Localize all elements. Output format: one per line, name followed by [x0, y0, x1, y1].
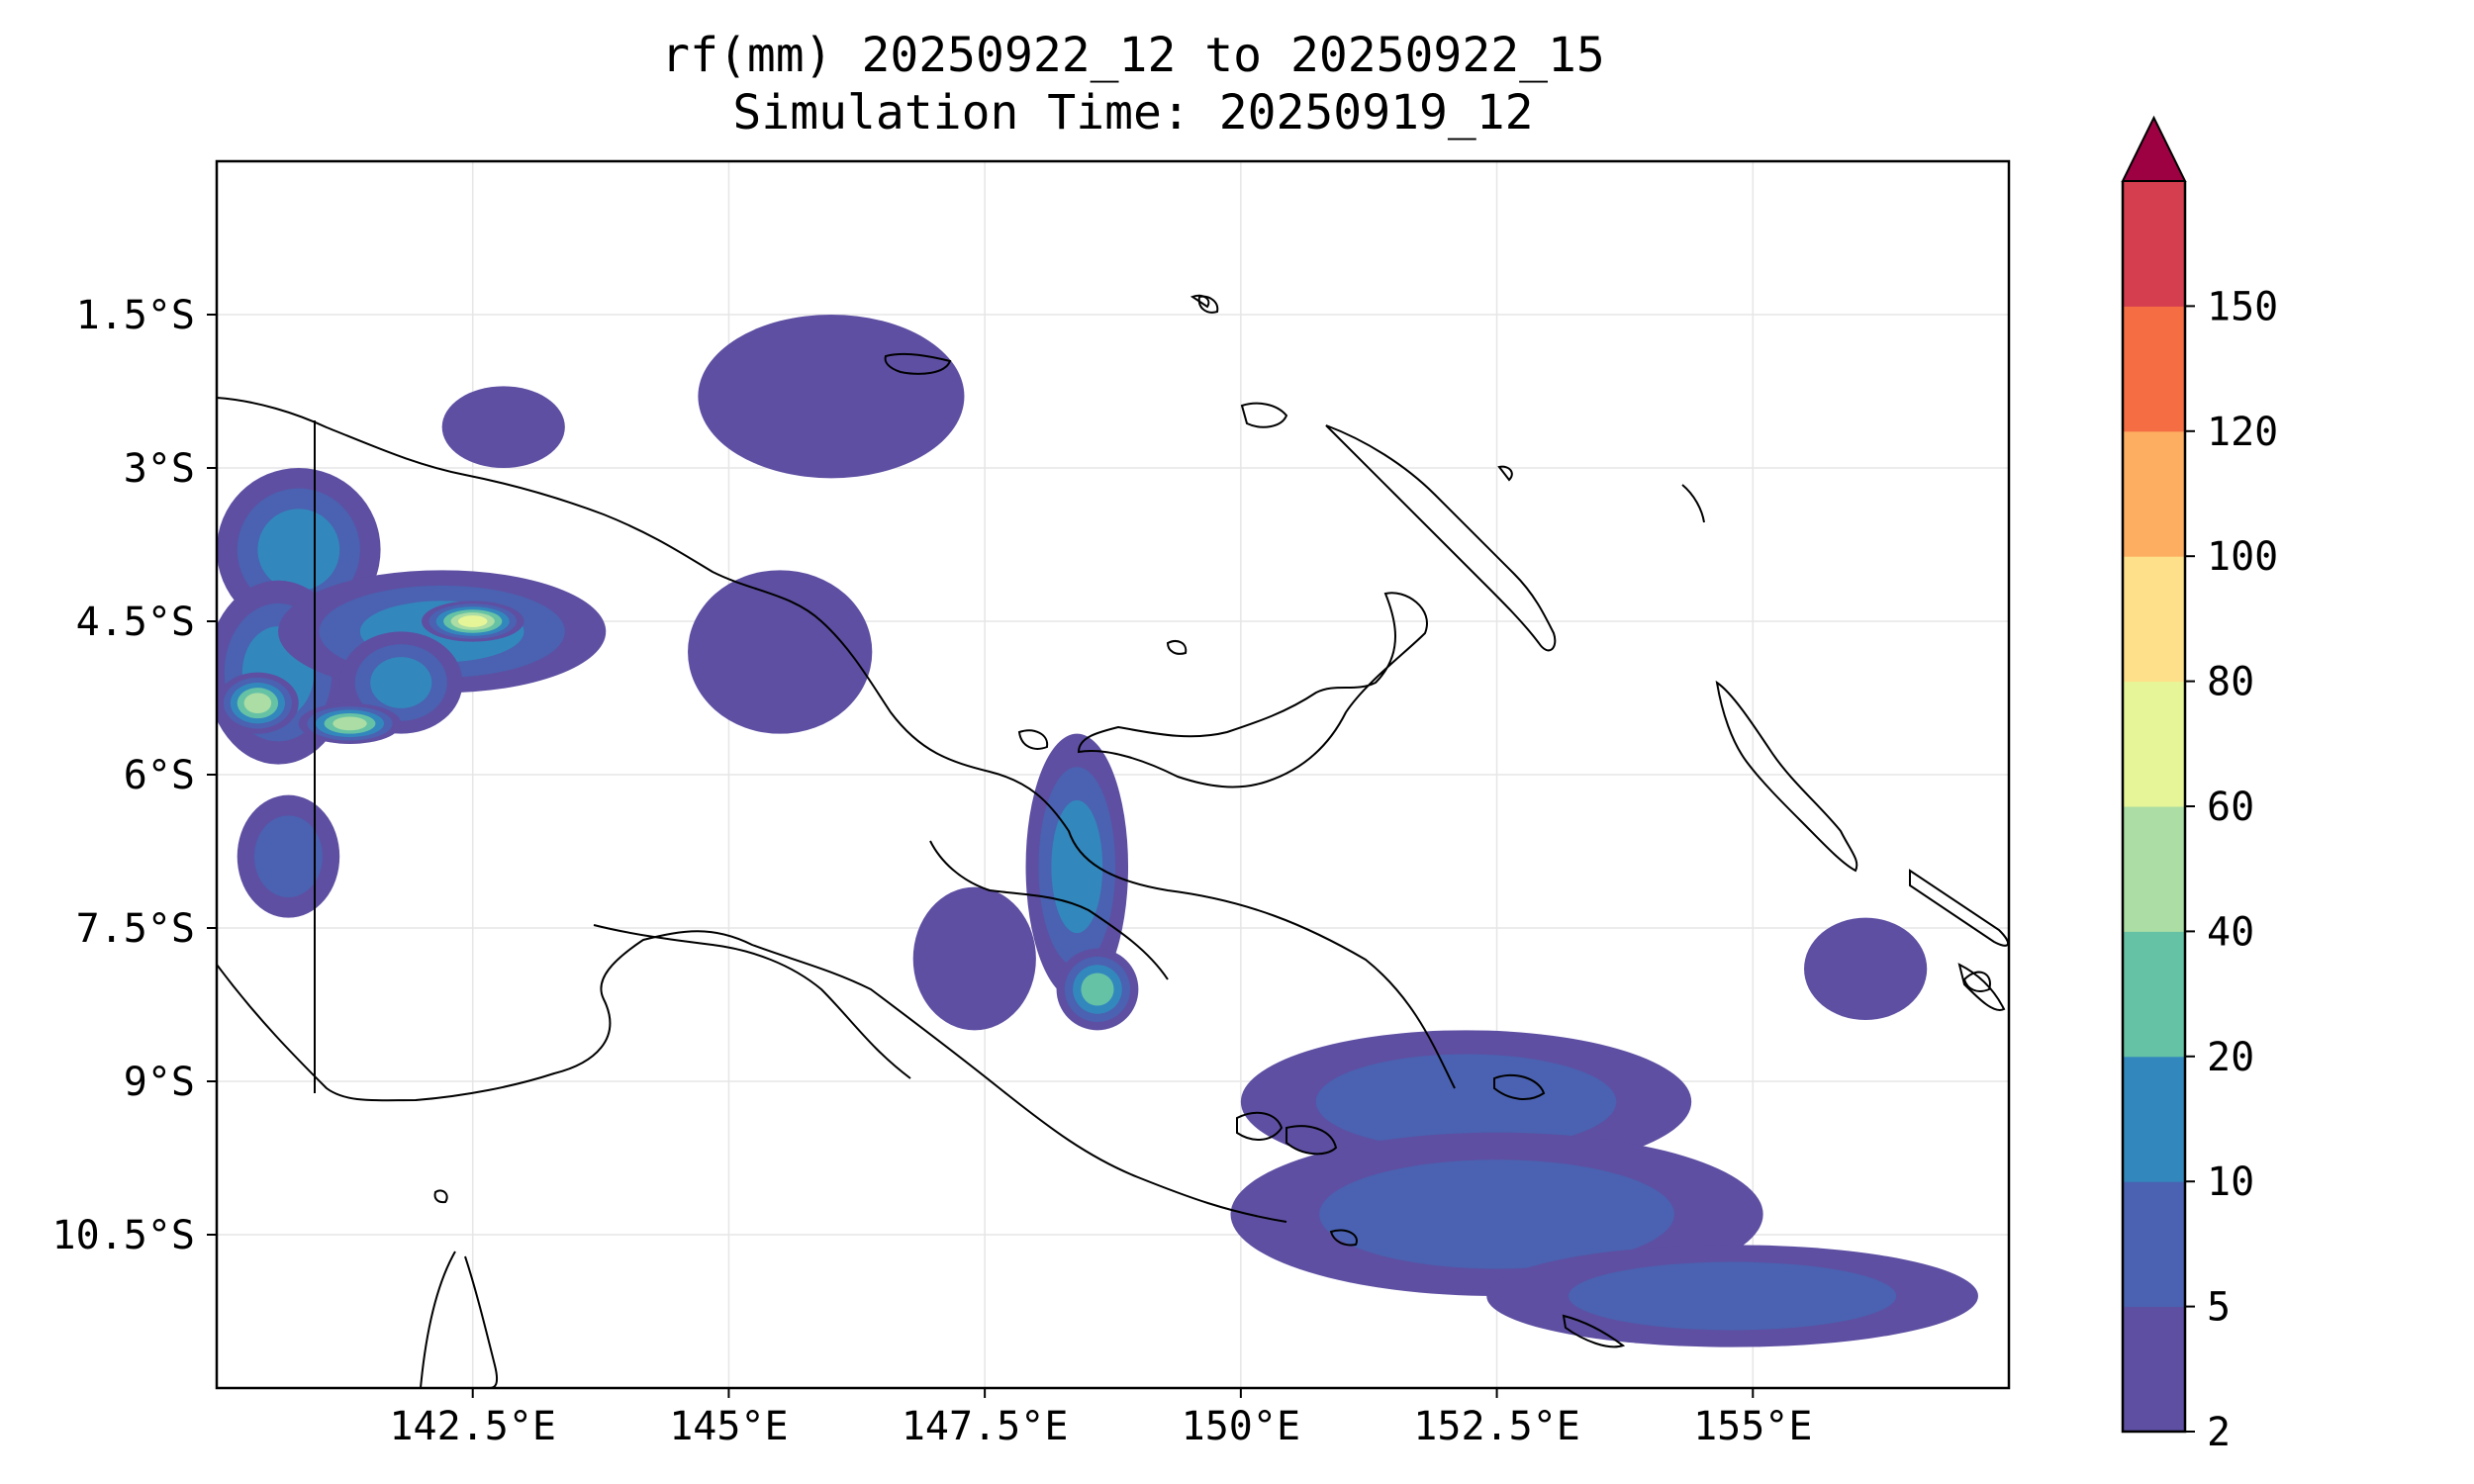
colorbar-tick-label: 10: [2207, 1159, 2254, 1205]
coastline-new-ireland: [1325, 424, 1557, 652]
coastline-fergusson: [1285, 1125, 1338, 1156]
lon-tick-label: 147.5°E: [902, 1404, 1069, 1449]
rainfall-contour: [370, 657, 432, 708]
lon-tick-label: 152.5°E: [1413, 1404, 1580, 1449]
rainfall-contour: [698, 315, 965, 479]
rainfall-contour: [333, 716, 367, 731]
colorbar-segment: [2123, 931, 2185, 1058]
coastline-karkar: [1166, 640, 1188, 655]
colorbar-tick-label: 40: [2207, 909, 2254, 955]
coastline-island-n1: [1189, 294, 1210, 309]
lon-tick-label: 142.5°E: [389, 1404, 556, 1449]
colorbar-segment: [2123, 681, 2185, 807]
rainfall-contour: [243, 693, 272, 714]
colorbar-segment: [2123, 1306, 2185, 1433]
colorbar-segment: [2123, 806, 2185, 932]
lon-tick-label: 150°E: [1182, 1404, 1300, 1449]
coastline-manus: [1240, 402, 1288, 428]
coastline-woodlark: [1493, 1073, 1546, 1100]
colorbar: 2 5 10 20 40 60 80 100 120 150: [2121, 115, 2278, 1455]
rainfall-contour: [1051, 799, 1103, 934]
coastline-new-guinea-north: [217, 397, 1456, 1089]
coastline-mussau: [1197, 295, 1219, 314]
coastline-island-n2: [1681, 484, 1705, 523]
map-subtitle: Simulation Time: 20250919_12: [732, 85, 1534, 140]
coastline-torres-isles: [433, 1189, 448, 1204]
colorbar-segment: [2123, 181, 2185, 307]
coastlines: [217, 294, 2009, 1388]
coastline-rossel: [1562, 1314, 1626, 1348]
map-title: rf(mm) 20250922_12 to 20250922_15: [661, 28, 1605, 83]
lat-tick-label: 4.5°S: [76, 600, 195, 645]
rainfall-contour: [688, 570, 873, 734]
rainfall-contour: [441, 386, 565, 468]
coastline-island-n3: [1497, 465, 1513, 482]
colorbar-segment: [2123, 306, 2185, 432]
rainfall-contour: [1315, 1054, 1617, 1150]
colorbar-segment: [2123, 1056, 2185, 1182]
colorbar-tick-label: 20: [2207, 1035, 2254, 1080]
coastline-long-island: [1017, 729, 1049, 750]
coastline-misima: [1329, 1229, 1358, 1247]
rainfall-contour: [253, 815, 323, 898]
lon-tick-label: 155°E: [1693, 1404, 1812, 1449]
rainfall-contour: [1319, 1159, 1674, 1269]
coastline-bougainville: [1715, 680, 1858, 873]
colorbar-tick-label: 120: [2207, 410, 2278, 455]
lat-tick-label: 3°S: [124, 446, 195, 492]
rainfall-contour: [457, 615, 488, 627]
rainfall-contour: [257, 509, 340, 592]
colorbar-tick-label: 80: [2207, 660, 2254, 705]
rainfall-contour: [1804, 917, 1928, 1020]
lat-tick-label: 9°S: [124, 1060, 195, 1105]
rainfall-contour: [1569, 1261, 1897, 1331]
colorbar-tick-label: 100: [2207, 534, 2278, 580]
lon-tick-label: 145°E: [669, 1404, 788, 1449]
rainfall-contour: [912, 886, 1036, 1031]
rainfall-contour: [1081, 973, 1114, 1006]
lat-tick-label: 1.5°S: [76, 293, 195, 338]
colorbar-tick-label: 5: [2207, 1285, 2231, 1331]
coastline-solomons-2: [1957, 963, 2006, 1011]
map-axes: 142.5°E 145°E 147.5°E 150°E 152.5°E 155°E 1.5°…: [52, 159, 2011, 1449]
coastline-dentrecasteaux: [1236, 1111, 1284, 1141]
lat-tick-label: 7.5°S: [76, 906, 195, 952]
colorbar-tick-label: 60: [2207, 785, 2254, 830]
coastline-gulf-papua: [593, 924, 911, 1079]
colorbar-tick-label: 2: [2207, 1410, 2231, 1455]
coastline-solomons-3: [1962, 971, 1991, 992]
lat-tick-label: 6°S: [124, 753, 195, 798]
colorbar-segment: [2123, 1181, 2185, 1308]
coastline-new-britain: [1077, 592, 1428, 788]
colorbar-extend-arrow: [2121, 115, 2187, 182]
colorbar-tick-label: 150: [2207, 284, 2278, 329]
coastline-cape-york: [420, 1251, 499, 1388]
coastline-huon: [929, 840, 1169, 980]
colorbar-segment: [2123, 430, 2185, 557]
coastline-solomons-1: [1909, 869, 2009, 947]
lat-tick-label: 10.5°S: [52, 1213, 196, 1258]
coastline-wuvulu: [884, 352, 952, 375]
colorbar-segment: [2123, 556, 2185, 683]
coastline-new-guinea-south: [217, 930, 1287, 1223]
